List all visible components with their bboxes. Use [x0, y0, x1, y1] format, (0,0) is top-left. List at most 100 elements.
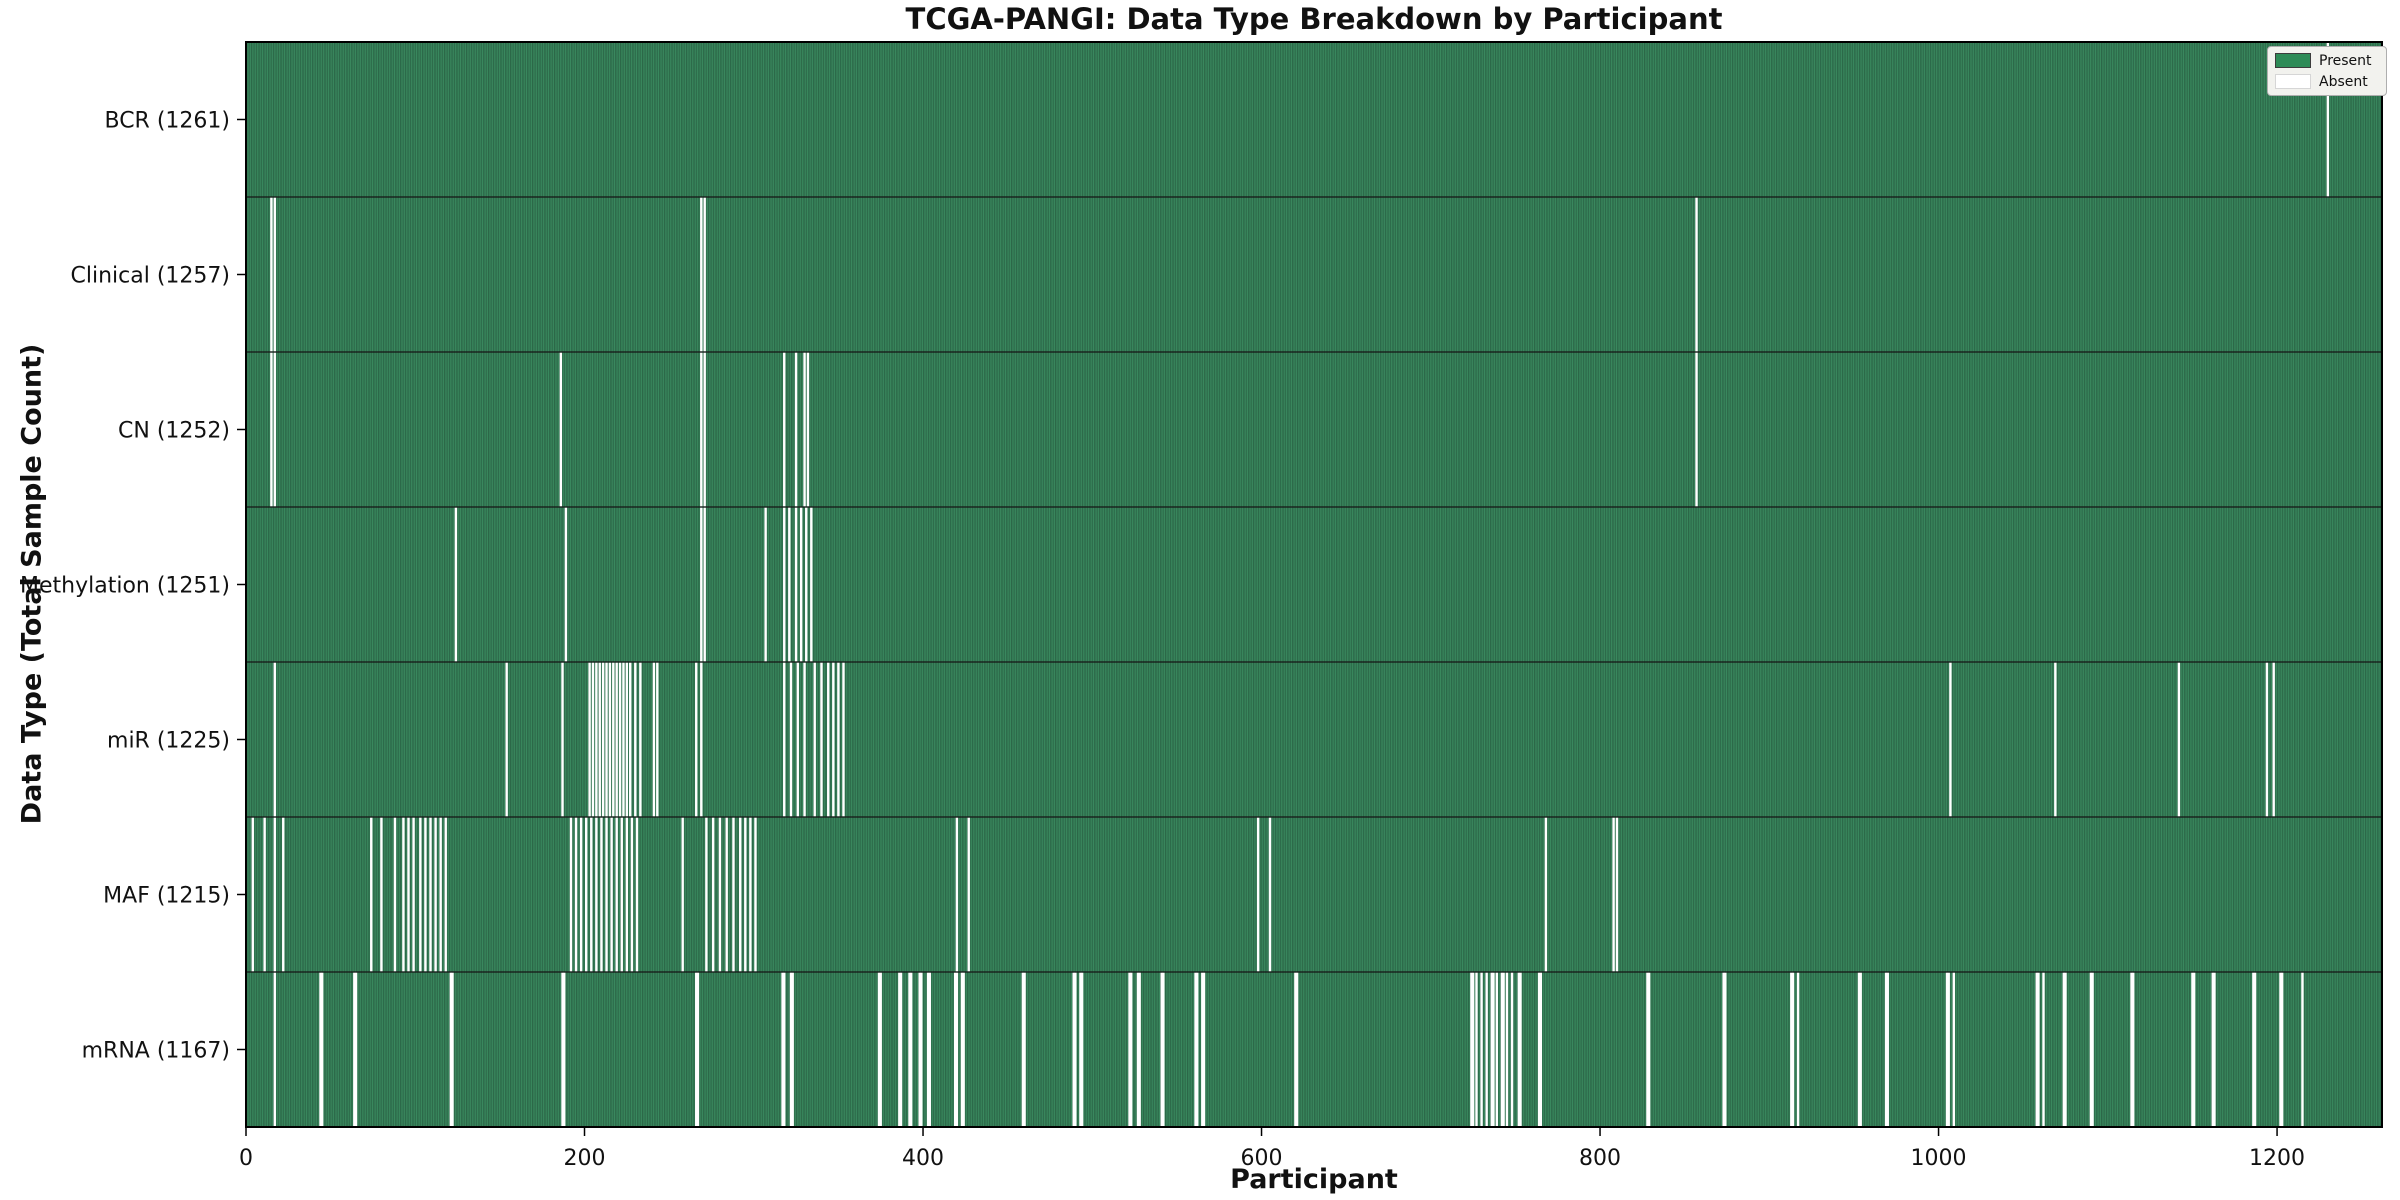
- absent-stripe-MAF: [1268, 817, 1272, 972]
- absent-stripe-miR: [1949, 662, 1952, 817]
- absent-stripe-mRNA: [2191, 972, 2194, 1127]
- absent-stripe-mRNA: [354, 972, 358, 1127]
- absent-stripe-miR: [700, 662, 703, 817]
- absent-stripe-mRNA: [1130, 972, 1133, 1127]
- absent-stripe-mRNA: [1857, 972, 1861, 1127]
- absent-stripe-mRNA: [2131, 972, 2135, 1127]
- absent-stripe-Methylation: [764, 507, 767, 662]
- absent-stripe-miR: [618, 662, 622, 817]
- legend-entry-present: Present: [2275, 53, 2378, 68]
- absent-stripe-miR: [827, 662, 830, 817]
- absent-stripe-mRNA: [918, 972, 921, 1127]
- absent-stripe-mRNA: [1502, 972, 1505, 1127]
- absent-stripe-mRNA: [879, 972, 882, 1127]
- absent-stripe-mRNA: [909, 972, 913, 1127]
- absent-stripe-miR: [803, 662, 806, 817]
- absent-stripe-mRNA: [1196, 972, 1199, 1127]
- absent-stripe-mRNA: [1519, 972, 1522, 1127]
- absent-stripe-MAF: [370, 817, 373, 972]
- absent-stripe-miR: [813, 662, 816, 817]
- absent-stripe-mRNA: [1162, 972, 1165, 1127]
- absent-stripe-MAF: [585, 817, 588, 972]
- absent-stripe-mRNA: [2280, 972, 2284, 1127]
- x-tick-label: 0: [239, 1146, 253, 1171]
- present-swatch-icon: [2275, 53, 2311, 68]
- absent-stripe-miR: [837, 662, 840, 817]
- absent-stripe-miR: [615, 662, 618, 817]
- absent-stripe-MAF: [434, 817, 437, 972]
- y-tick-label: mRNA (1167): [82, 1039, 230, 1064]
- absent-stripe-MAF: [635, 817, 639, 972]
- absent-stripe-miR: [820, 662, 823, 817]
- absent-stripe-mRNA: [1160, 972, 1163, 1127]
- absent-stripe-mRNA: [1470, 972, 1473, 1127]
- absent-stripe-miR: [842, 662, 845, 817]
- absent-stripe-MAF: [744, 817, 747, 972]
- absent-stripe-MAF: [615, 817, 618, 972]
- legend-label-present: Present: [2319, 52, 2372, 69]
- absent-stripe-MAF: [251, 817, 254, 972]
- absent-stripe-mRNA: [1796, 972, 1800, 1127]
- absent-stripe-MAF: [739, 817, 742, 972]
- absent-stripe-mRNA: [1791, 972, 1795, 1127]
- absent-stripe-MAF: [967, 817, 970, 972]
- absent-stripe-miR: [634, 662, 637, 817]
- absent-stripe-mRNA: [2062, 972, 2066, 1127]
- absent-stripe-mRNA: [1646, 972, 1649, 1127]
- absent-stripe-Clinical: [1695, 197, 1698, 352]
- absent-stripe-Methylation: [783, 507, 786, 662]
- absent-stripe-miR: [783, 662, 786, 817]
- absent-stripe-mRNA: [1505, 972, 1509, 1127]
- absent-stripe-MAF: [1544, 817, 1548, 972]
- absent-stripe-mRNA: [1138, 972, 1141, 1127]
- absent-stripe-CN: [806, 352, 810, 507]
- absent-stripe-mRNA: [1079, 972, 1082, 1127]
- absent-stripe-mRNA: [1490, 972, 1493, 1127]
- absent-stripe-MAF: [725, 817, 728, 972]
- absent-stripe-mRNA: [1947, 972, 1950, 1127]
- absent-stripe-mRNA: [1492, 972, 1495, 1127]
- absent-stripe-mRNA: [1859, 972, 1862, 1127]
- y-tick-label: BCR (1261): [104, 109, 230, 134]
- absent-stripe-miR: [588, 662, 591, 817]
- absent-stripe-miR: [695, 662, 698, 817]
- absent-stripe-MAF: [424, 817, 427, 972]
- absent-stripe-BCR: [2326, 42, 2330, 197]
- absent-stripe-MAF: [579, 817, 583, 972]
- absent-stripe-mRNA: [2253, 972, 2257, 1127]
- absent-stripe-Methylation: [564, 507, 568, 662]
- absent-stripe-MAF: [412, 817, 415, 972]
- absent-stripe-MAF: [681, 817, 684, 972]
- absent-stripe-mRNA: [1510, 972, 1514, 1127]
- absent-stripe-mRNA: [1485, 972, 1488, 1127]
- absent-stripe-mRNA: [1884, 972, 1888, 1127]
- absent-stripe-miR: [796, 662, 799, 817]
- absent-stripe-miR: [2177, 662, 2181, 817]
- absent-stripe-CN: [700, 352, 703, 507]
- absent-stripe-miR: [652, 662, 656, 817]
- y-tick-label: miR (1225): [107, 729, 230, 754]
- absent-stripe-CN: [559, 352, 563, 507]
- absent-stripe-mRNA: [696, 972, 700, 1127]
- absent-stripe-MAF: [955, 817, 959, 972]
- absent-stripe-mRNA: [920, 972, 923, 1127]
- absent-stripe-miR: [601, 662, 605, 817]
- absent-stripe-mRNA: [2089, 972, 2093, 1127]
- absent-stripe-MAF: [574, 817, 578, 972]
- y-tick-label: MAF (1215): [103, 884, 230, 909]
- absent-stripe-MAF: [263, 817, 266, 972]
- absent-stripe-MAF: [590, 817, 593, 972]
- absent-stripe-MAF: [610, 817, 613, 972]
- absent-stripe-mRNA: [2213, 972, 2216, 1127]
- absent-stripe-mRNA: [2037, 972, 2040, 1127]
- absent-stripe-miR: [605, 662, 608, 817]
- absent-stripe-mRNA: [955, 972, 959, 1127]
- absent-stripe-Methylation: [454, 507, 458, 662]
- absent-stripe-mRNA: [1500, 972, 1504, 1127]
- absent-stripe-mRNA: [1128, 972, 1131, 1127]
- absent-stripe-mRNA: [1074, 972, 1077, 1127]
- absent-stripe-miR: [832, 662, 835, 817]
- absent-stripe-MAF: [282, 817, 285, 972]
